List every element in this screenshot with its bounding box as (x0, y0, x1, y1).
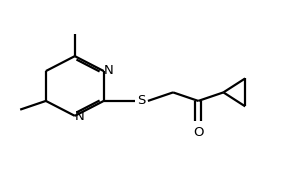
Text: N: N (104, 64, 114, 77)
Text: N: N (75, 110, 85, 123)
Text: O: O (193, 126, 204, 139)
Text: S: S (137, 94, 146, 108)
